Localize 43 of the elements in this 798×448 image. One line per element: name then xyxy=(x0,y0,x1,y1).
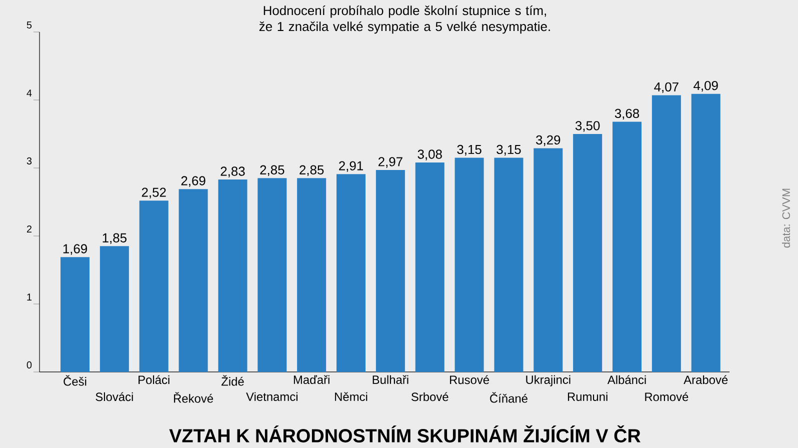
x-tick-label: Vietnamci xyxy=(246,392,298,401)
data-label: 3,08 xyxy=(418,150,442,160)
data-label: 2,91 xyxy=(339,161,363,172)
x-tick-label: Řekové xyxy=(174,392,214,403)
y-tick-label: 5 xyxy=(26,22,32,28)
data-label: 2,52 xyxy=(142,188,166,198)
x-tick-label: Bulhaři xyxy=(372,375,408,384)
x-tick-label: Romové xyxy=(645,392,688,402)
data-label: 4,07 xyxy=(654,82,678,94)
data-label: 1,69 xyxy=(63,244,87,255)
x-tick-label: Slováci xyxy=(96,392,133,402)
x-tick-label: Maďaři xyxy=(294,375,330,384)
x-tick-label: Češi xyxy=(64,375,86,386)
x-tick-label: Rusové xyxy=(450,375,490,384)
data-label: 2,69 xyxy=(181,176,206,187)
data-label: 3,68 xyxy=(614,108,640,120)
data-label: 2,97 xyxy=(378,157,402,168)
x-tick-label: Němci xyxy=(335,392,368,401)
x-tick-label: Albánci xyxy=(607,375,646,384)
y-tick-label: 2 xyxy=(26,226,32,232)
x-tick-label: Židé xyxy=(221,375,244,386)
data-label: 4,09 xyxy=(694,80,718,92)
x-tick-label: Rumuni xyxy=(568,392,608,401)
x-tick-label: Poláci xyxy=(138,375,170,384)
x-tick-label: Srbové xyxy=(411,392,448,402)
text: VZTAH K NÁRODNOSTNÍM SKUPINÁM ŽIJÍCÍM V ČR xyxy=(169,425,640,442)
x-tick-label: Ukrajinci xyxy=(526,375,570,386)
data-label: 3,29 xyxy=(536,135,560,146)
text: data: CVVM xyxy=(782,188,790,248)
data-label: 3,15 xyxy=(496,144,521,156)
data-label: 3,50 xyxy=(575,121,600,132)
y-tick-label: 0 xyxy=(26,361,32,368)
y-tick-label: 4 xyxy=(26,90,32,96)
data-label: 2,83 xyxy=(220,166,245,178)
chart-subtitle: Hodnocení probíhalo podle školní stupnice s tím, že 1 značila velké sympatie a 5 velké nesympatie. xyxy=(259,6,550,34)
data-label: 2,85 xyxy=(300,165,324,176)
y-tick-label: 1 xyxy=(27,294,32,300)
data-label: 2,85 xyxy=(260,165,284,176)
data-label: 3,15 xyxy=(457,144,482,156)
data-label: 1,85 xyxy=(102,233,126,244)
x-tick-label: Číňané xyxy=(490,392,528,403)
x-tick-label: Arabové xyxy=(684,375,728,384)
y-tick-label: 3 xyxy=(26,157,32,164)
